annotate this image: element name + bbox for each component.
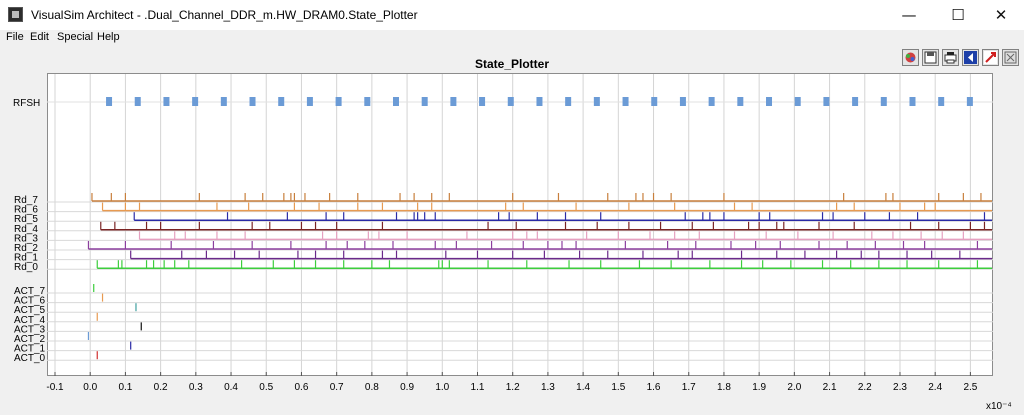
refresh-block xyxy=(880,97,887,106)
y-label-rd-4: Rd_4 xyxy=(14,224,38,235)
y-label-rd-3: Rd_3 xyxy=(14,233,38,244)
y-label-act-2: ACT_2 xyxy=(14,334,46,345)
palette-icon[interactable] xyxy=(902,49,919,66)
fill-icon[interactable] xyxy=(1002,49,1019,66)
menu-file[interactable]: File xyxy=(6,31,24,43)
y-label-rd-0: Rd_0 xyxy=(14,262,38,273)
y-label-rd-6: Rd_6 xyxy=(14,205,38,216)
refresh-block xyxy=(192,97,199,106)
y-label-act-6: ACT_6 xyxy=(14,296,46,307)
refresh-block xyxy=(335,97,342,106)
refresh-block xyxy=(679,97,686,106)
reset-axes-icon[interactable] xyxy=(962,49,979,66)
app-icon xyxy=(8,7,23,22)
refresh-block xyxy=(134,97,141,106)
refresh-block xyxy=(651,97,658,106)
x-tick-label: 0.7 xyxy=(330,382,344,393)
x-tick-label: 0.3 xyxy=(189,382,203,393)
y-label-rfsh: RFSH xyxy=(13,98,40,109)
y-label-act-0: ACT_0 xyxy=(14,353,46,364)
menu-edit[interactable]: Edit xyxy=(30,31,49,43)
x-tick-label: 0.8 xyxy=(365,382,379,393)
x-tick-label: 2.0 xyxy=(787,382,801,393)
x-tick-label: 0.9 xyxy=(400,382,414,393)
menu-bar: File Edit Special Help xyxy=(0,30,1024,46)
x-tick-label: 1.6 xyxy=(647,382,661,393)
x-tick-label: 1.5 xyxy=(611,382,625,393)
minimize-button[interactable]: — xyxy=(901,6,917,24)
close-button[interactable]: ✕ xyxy=(994,6,1008,24)
refresh-block xyxy=(421,97,428,106)
y-label-act-1: ACT_1 xyxy=(14,344,46,355)
refresh-block xyxy=(278,97,285,106)
y-label-rd-5: Rd_5 xyxy=(14,214,38,225)
refresh-block xyxy=(766,97,773,106)
y-label-rd-2: Rd_2 xyxy=(14,243,38,254)
zoom-fit-icon[interactable] xyxy=(982,49,999,66)
x-tick-label: 0.2 xyxy=(154,382,168,393)
refresh-block xyxy=(392,97,399,106)
print-icon[interactable] xyxy=(942,49,959,66)
x-tick-label: 1.1 xyxy=(471,382,485,393)
y-label-rd-7: Rd_7 xyxy=(14,195,38,206)
x-tick-label: 0.6 xyxy=(294,382,308,393)
menu-special[interactable]: Special xyxy=(57,31,94,43)
refresh-block xyxy=(479,97,486,106)
refresh-block xyxy=(966,97,973,106)
x-tick-label: 2.3 xyxy=(893,382,907,393)
x-tick-label: 1.8 xyxy=(717,382,731,393)
refresh-block xyxy=(823,97,830,106)
x-exponent-label: x10⁻⁴ xyxy=(986,401,1012,412)
y-label-act-7: ACT_7 xyxy=(14,286,46,297)
x-tick-label: 2.5 xyxy=(963,382,977,393)
x-tick-label: 2.4 xyxy=(928,382,942,393)
refresh-block xyxy=(622,97,629,106)
refresh-block xyxy=(106,97,113,106)
menu-help[interactable]: Help xyxy=(97,31,120,43)
window-title: VisualSim Architect - .Dual_Channel_DDR_… xyxy=(31,8,418,22)
y-label-rd-1: Rd_1 xyxy=(14,253,38,264)
refresh-block xyxy=(306,97,313,106)
refresh-block xyxy=(536,97,543,106)
x-tick-label: 0.1 xyxy=(118,382,132,393)
maximize-button[interactable]: ☐ xyxy=(951,6,965,24)
x-tick-label: 1.7 xyxy=(682,382,696,393)
x-tick-label: 1.3 xyxy=(541,382,555,393)
refresh-block xyxy=(163,97,170,106)
refresh-block xyxy=(938,97,945,106)
x-tick-label: 1.0 xyxy=(435,382,449,393)
refresh-block xyxy=(249,97,256,106)
x-tick-label: 2.2 xyxy=(858,382,872,393)
x-tick-label: -0.1 xyxy=(46,382,64,393)
plot-area xyxy=(47,73,993,376)
x-tick-label: 0.0 xyxy=(83,382,97,393)
y-label-act-4: ACT_4 xyxy=(14,315,46,326)
refresh-block xyxy=(909,97,916,106)
x-tick-label: 1.9 xyxy=(752,382,766,393)
x-tick-label: 2.1 xyxy=(823,382,837,393)
refresh-block xyxy=(708,97,715,106)
x-tick-label: 0.4 xyxy=(224,382,238,393)
save-icon[interactable] xyxy=(922,49,939,66)
y-label-act-5: ACT_5 xyxy=(14,305,46,316)
x-tick-label: 1.4 xyxy=(576,382,590,393)
plot-title: State_Plotter xyxy=(474,57,550,71)
refresh-block xyxy=(565,97,572,106)
refresh-block xyxy=(220,97,227,106)
title-bar: VisualSim Architect - .Dual_Channel_DDR_… xyxy=(0,0,1024,30)
refresh-block xyxy=(450,97,457,106)
refresh-block xyxy=(737,97,744,106)
x-tick-label: 0.5 xyxy=(259,382,273,393)
refresh-block xyxy=(593,97,600,106)
y-label-act-3: ACT_3 xyxy=(14,324,46,335)
refresh-block xyxy=(794,97,801,106)
refresh-block xyxy=(364,97,371,106)
x-tick-label: 1.2 xyxy=(506,382,520,393)
refresh-block xyxy=(852,97,859,106)
refresh-block xyxy=(507,97,514,106)
